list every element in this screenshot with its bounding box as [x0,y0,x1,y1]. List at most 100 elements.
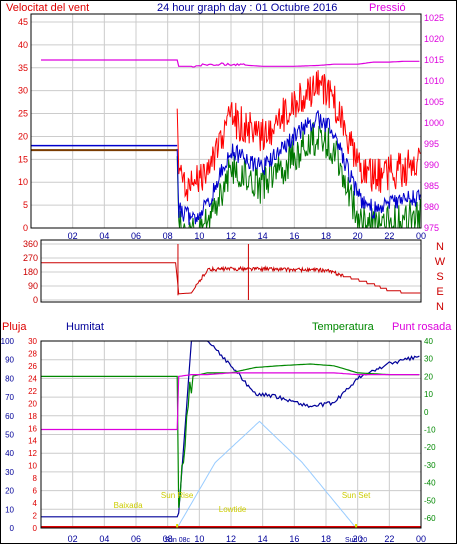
humidity-line [41,340,420,518]
temperature-tick-label: 20 [424,372,433,381]
bottom-hour-label: 20 [353,534,363,544]
sunset-label: Sun Set [342,491,371,500]
rain-tick-label: 28 [28,349,37,358]
humidity-tick-label: 30 [5,468,14,477]
wind-tick-label: 20 [18,131,28,141]
top-hour-label: 22 [384,231,394,241]
bottom-hour-labels: 02 04 06 08 10 12 14 16 18 20 22 00 [68,534,426,544]
wind-speed-label: Velocitat del vent [6,2,89,14]
humidity-tick-label: 0 [10,524,15,533]
direction-axis-ticks: 0 90 180 270 360 [23,239,38,305]
bottom-hour-label: 00 [416,534,426,544]
temperature-tick-label: 10 [424,390,433,399]
chart-title: 24 hour graph day : 01 Octubre 2016 [157,2,337,14]
temperature-tick-label: -40 [424,479,436,488]
wind-average-line [176,110,421,226]
top-gridlines [31,14,422,229]
humidity-tick-label: 80 [5,374,14,383]
mid-gridlines [41,243,421,301]
bottom-hour-label: 10 [194,534,204,544]
bottom-plot-frame [40,340,422,529]
temperature-tick-label: 0 [424,408,429,417]
wind-tick-label: 45 [18,17,28,27]
sunrise-time-label: Sun 08c [164,537,190,544]
pressure-label: Pressió [369,2,406,14]
rain-tick-label: 22 [28,387,37,396]
rain-tick-label: 8 [33,474,38,483]
temperature-tick-label: -50 [424,496,436,505]
top-hour-label: 20 [353,231,363,241]
direction-tick-label: 180 [23,267,38,277]
direction-tick-label: 270 [23,253,38,263]
pressure-tick-label: 975 [424,223,439,233]
rain-tick-label: 30 [28,337,37,346]
compass-label: E [436,286,443,298]
top-hour-label: 06 [131,231,141,241]
rain-tick-label: 6 [33,487,38,496]
temperature-tick-label: -60 [424,514,436,523]
rain-tick-label: 12 [28,449,37,458]
direction-tick-label: 360 [23,239,38,249]
humidity-tick-label: 100 [1,337,15,346]
humidity-temperature-panel: Pluja Humitat Temperatura Punt rosada 0 1… [1,321,453,544]
humidity-tick-label: 50 [5,431,14,440]
direction-tick-label: 90 [28,281,38,291]
sun-tide-annotations: Baixada Sun Rise Lowtide Sun Set Sun 08c Sun … [114,491,371,544]
wind-tick-label: 35 [18,63,28,73]
baixada-label: Baixada [114,501,143,510]
dewpoint-line [41,372,420,431]
bottom-hour-label: 08 [163,534,173,544]
pressure-tick-label: 980 [424,202,439,212]
rain-tick-label: 18 [28,412,37,421]
sunrise-label: Sun Rise [161,491,194,500]
top-hour-label: 02 [68,231,78,241]
pressure-tick-label: 1010 [424,76,444,86]
rain-label: Pluja [2,321,27,333]
pressure-tick-label: 1000 [424,118,444,128]
rain-tick-label: 20 [28,399,37,408]
compass-label: N [436,241,444,253]
top-hour-label: 12 [226,231,236,241]
mid-plot-frame [40,239,422,303]
pressure-tick-label: 990 [424,160,439,170]
humidity-tick-label: 40 [5,449,14,458]
temperature-tick-label: -30 [424,461,436,470]
humidity-label: Humitat [66,321,104,333]
rain-tick-label: 0 [33,524,38,533]
top-hour-label: 00 [416,231,426,241]
bottom-hour-label: 06 [131,534,141,544]
pressure-tick-label: 1020 [424,34,444,44]
rain-tick-label: 24 [28,374,37,383]
sunset-time-label: Sun 20 [345,537,367,544]
bottom-hour-label: 12 [226,534,236,544]
rain-tick-label: 4 [33,499,38,508]
top-hour-label: 10 [194,231,204,241]
humidity-tick-label: 60 [5,412,14,421]
pressure-tick-label: 1015 [424,55,444,65]
pressure-axis-ticks: 975 980 985 990 995 1000 1005 1010 1015 1020 1025 [424,13,444,233]
rain-tick-label: 16 [28,424,37,433]
direction-series [41,244,421,300]
temperature-label: Temperatura [312,321,375,333]
pressure-tick-label: 985 [424,181,439,191]
wind-direction-line [41,262,421,295]
temperature-tick-label: 30 [424,355,433,364]
pressure-line [41,59,420,68]
wind-pressure-series [31,59,421,229]
wind-tick-label: 10 [18,177,28,187]
temperature-tick-label: -10 [424,426,436,435]
top-hour-label: 04 [99,231,109,241]
top-hour-label: 14 [258,231,268,241]
top-hour-labels: 02 04 06 08 10 12 14 16 18 20 22 00 [68,231,426,241]
rain-tick-label: 26 [28,362,37,371]
solar-radiation-curve [176,420,355,529]
humidity-tick-label: 70 [5,393,14,402]
pressure-tick-label: 1025 [424,13,444,23]
wind-tick-label: 15 [18,154,28,164]
humidity-tick-label: 90 [5,356,14,365]
